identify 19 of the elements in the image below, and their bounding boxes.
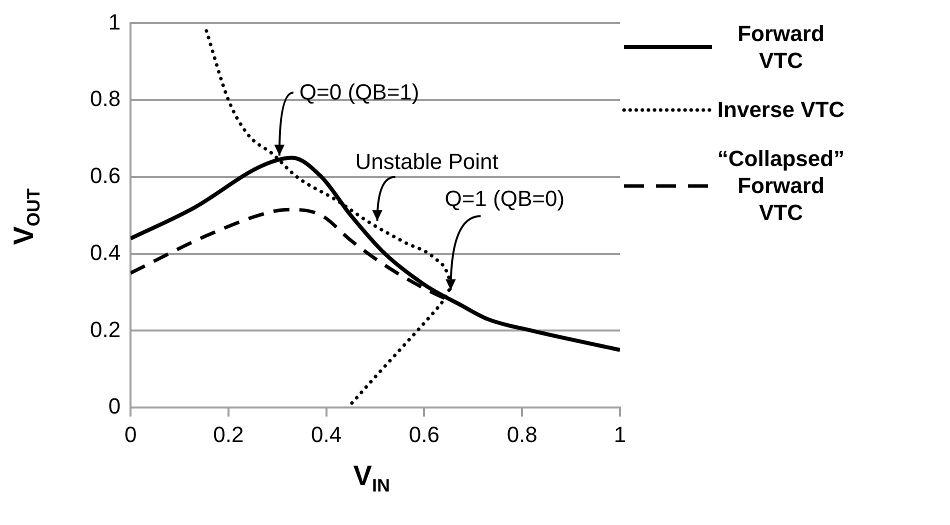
legend-label: Forward VTC [736, 20, 826, 74]
x-tick-label: 0.4 [311, 422, 342, 447]
y-tick-label: 0.4 [90, 240, 121, 265]
annotation: Unstable Point [355, 148, 498, 174]
legend-label: “Collapsed” Forward VTC [716, 145, 846, 226]
x-tick-label: 0.2 [213, 422, 244, 447]
x-tick-label: 0.8 [506, 422, 538, 447]
x-tick-label: 1 [614, 422, 626, 447]
y-tick-label: 1 [108, 9, 121, 34]
y-tick-label: 0.6 [90, 163, 121, 188]
x-axis-title: V$_{IN}$ [353, 460, 390, 496]
x-tick-label: 0 [124, 422, 137, 447]
y-tick-label: 0 [108, 394, 121, 419]
y-tick-label: 0.2 [90, 316, 121, 342]
legend-label: Inverse VTC [716, 96, 846, 123]
x-tick-label: 0.6 [408, 422, 440, 447]
annotation: Q=1 (QB=0) [444, 186, 565, 212]
y-tick-label: 0.8 [90, 86, 121, 112]
annotation: Q=0 (QB=1) [299, 80, 420, 105]
